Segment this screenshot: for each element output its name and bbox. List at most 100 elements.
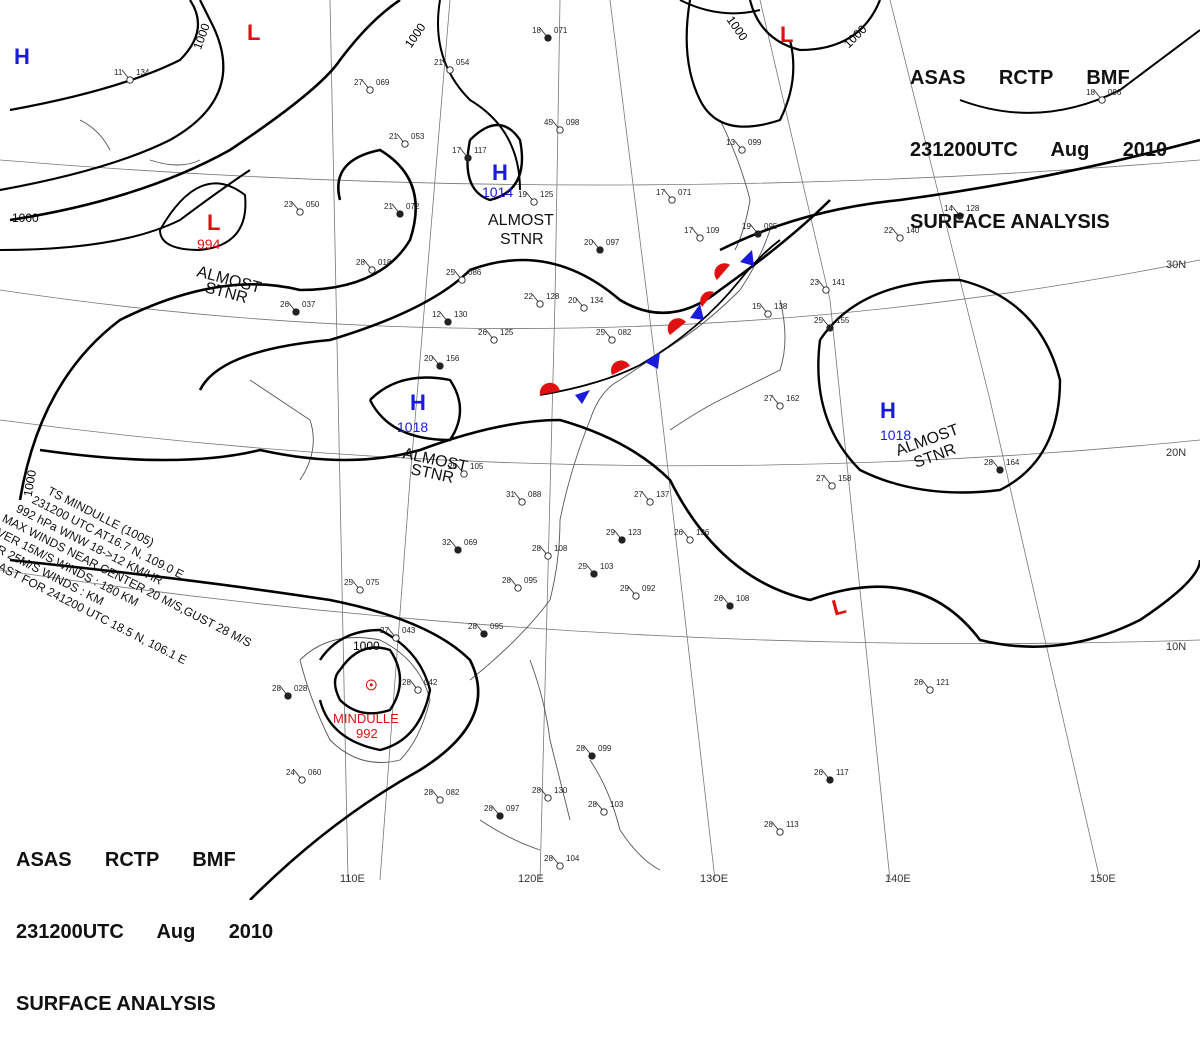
station-plot: 097 28: [484, 804, 520, 820]
station-cloud-cover-icon: [480, 630, 488, 638]
station-plot: 086 25: [446, 268, 482, 284]
station-cloud-cover-icon: [776, 828, 784, 836]
station-cloud-cover-icon: [896, 234, 904, 242]
station-pressure: 082: [618, 328, 632, 337]
station-temperature: 28: [588, 800, 597, 809]
station-pressure: 095: [524, 576, 538, 585]
station-pressure: 138: [774, 302, 788, 311]
station-plot: 099 13: [726, 138, 762, 154]
station-plot: 162 27: [764, 394, 800, 410]
station-temperature: 45: [544, 118, 553, 127]
station-plot: 069 27: [354, 78, 390, 94]
station-cloud-cover-icon: [490, 336, 498, 344]
station-cloud-cover-icon: [826, 776, 834, 784]
station-plot: 121 26: [914, 678, 950, 694]
front-cold-segment: [645, 352, 660, 369]
front-cold-segment: [740, 250, 754, 266]
high-center-value: 1018: [397, 419, 428, 435]
station-temperature: 27: [816, 474, 825, 483]
station-temperature: 17: [684, 226, 693, 235]
station-pressure: 113: [786, 820, 799, 829]
station-temperature: 25: [814, 316, 823, 325]
station-plot: 037 26: [280, 300, 316, 316]
station-pressure: 054: [456, 58, 470, 67]
storm-info: TS MINDULLE (1005) 231200 UTC AT16.7 N, …: [0, 484, 254, 667]
station-plot: 103 28: [588, 800, 624, 816]
header-line-1: ASAS RCTP BMF: [16, 849, 236, 871]
station-plot: 130 12: [432, 310, 468, 326]
station-temperature: 28: [356, 258, 365, 267]
station-temperature: 27: [354, 78, 363, 87]
station-plot: 155 25: [814, 316, 850, 332]
station-cloud-cover-icon: [392, 634, 400, 642]
station-pressure: 155: [836, 316, 850, 325]
lon-label: 150E: [1090, 873, 1116, 885]
station-plot: 164 28: [984, 458, 1020, 474]
station-temperature: 26: [814, 768, 823, 777]
station-pressure: 099: [748, 138, 762, 147]
station-pressure: 104: [566, 854, 580, 863]
station-temperature: 14: [944, 204, 953, 213]
station-plot: 053 21: [389, 132, 425, 148]
station-pressure: 018: [378, 258, 392, 267]
station-cloud-cover-icon: [444, 318, 452, 326]
station-cloud-cover-icon: [738, 146, 746, 154]
lon-label: 120E: [518, 873, 544, 885]
station-pressure: 069: [376, 78, 390, 87]
station-plot: 108 26: [714, 594, 750, 610]
station-plot: 069 32: [442, 538, 478, 554]
station-pressure: 125: [540, 190, 554, 199]
station-pressure: 128: [966, 204, 980, 213]
station-plot: 141 23: [810, 278, 846, 294]
station-cloud-cover-icon: [536, 300, 544, 308]
station-temperature: 27: [380, 626, 389, 635]
station-plot: 117 26: [814, 768, 849, 784]
station-temperature: 31: [506, 490, 515, 499]
station-cloud-cover-icon: [460, 470, 468, 478]
header-line-3: SURFACE ANALYSIS: [910, 211, 1110, 233]
station-pressure: 136: [696, 528, 710, 537]
station-cloud-cover-icon: [414, 686, 422, 694]
station-temperature: 21: [389, 132, 398, 141]
station-temperature: 28: [424, 788, 433, 797]
station-pressure: 072: [406, 202, 420, 211]
lon-label: 13OE: [700, 873, 728, 885]
station-temperature: 18: [532, 26, 541, 35]
station-plot: 104 28: [544, 854, 580, 870]
station-pressure: 128: [546, 292, 560, 301]
isobar-label: 1000: [353, 639, 380, 653]
station-cloud-cover-icon: [580, 304, 588, 312]
station-plot: 075 25: [344, 578, 380, 594]
station-pressure: 050: [306, 200, 320, 209]
isobars: [0, 0, 1200, 900]
station-temperature: 17: [452, 146, 461, 155]
station-pressure: 086: [468, 268, 482, 277]
station-plot: 140 22: [884, 226, 920, 242]
header-line-2: 231200UTC Aug 2010: [910, 139, 1168, 161]
station-plot: 082 28: [424, 788, 460, 804]
station-pressure: 095: [764, 222, 778, 231]
station-cloud-cover-icon: [726, 602, 734, 610]
high-center-symbol: H: [880, 398, 896, 423]
station-pressure: 108: [736, 594, 750, 603]
station-cloud-cover-icon: [828, 482, 836, 490]
station-pressure: 043: [402, 626, 416, 635]
station-pressure: 123: [628, 528, 642, 537]
station-plot: 097 20: [584, 238, 620, 254]
station-cloud-cover-icon: [126, 76, 134, 84]
station-temperature: 20: [568, 296, 577, 305]
low-center-symbol: L: [780, 22, 793, 47]
station-cloud-cover-icon: [618, 536, 626, 544]
station-pressure: 117: [836, 768, 849, 777]
station-temperature: 26: [674, 528, 683, 537]
station-pressure: 088: [528, 490, 542, 499]
station-cloud-cover-icon: [632, 592, 640, 600]
station-cloud-cover-icon: [464, 154, 472, 162]
front-warm-segment: [667, 318, 686, 335]
station-plot: 130 28: [532, 786, 568, 802]
station-cloud-cover-icon: [1098, 96, 1106, 104]
station-plot: 098 45: [544, 118, 580, 134]
station-plot: 158 27: [816, 474, 852, 490]
station-cloud-cover-icon: [436, 362, 444, 370]
station-cloud-cover-icon: [556, 126, 564, 134]
